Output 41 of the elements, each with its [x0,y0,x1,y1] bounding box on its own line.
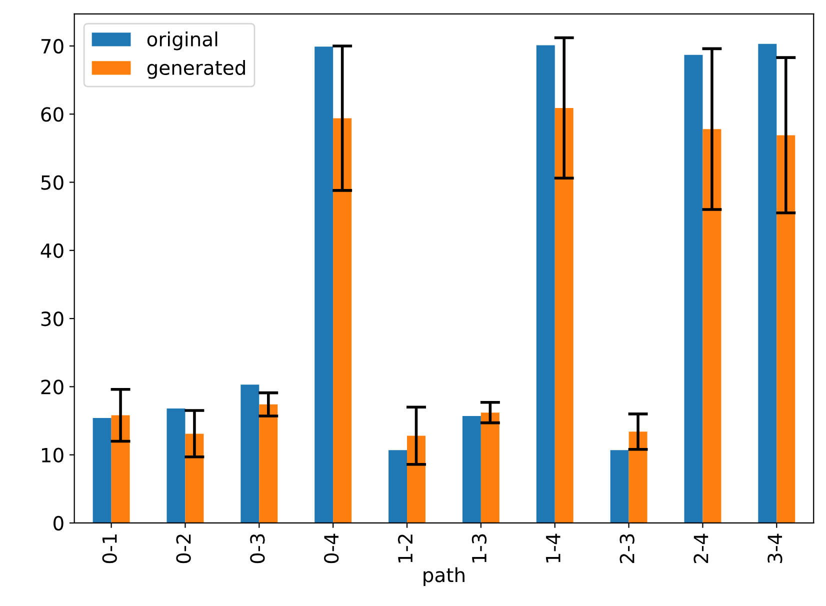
bar [628,432,648,523]
y-tick-label: 60 [41,107,64,122]
bar [92,418,112,523]
x-axis-title: path [424,567,464,586]
x-tick-label: 0-1 [102,534,117,564]
bar [407,436,426,523]
legend-label: generated [147,60,245,79]
bar [462,416,481,523]
bar [314,46,334,523]
x-tick-label: 0-3 [250,534,265,564]
bar [702,129,722,523]
bar [111,415,130,523]
bar [185,434,204,523]
bar [554,108,574,523]
y-tick-label: 50 [41,175,64,190]
legend-label: original [147,31,218,50]
bar [758,44,777,523]
bar [480,412,500,523]
x-tick-label: 0-4 [324,534,339,564]
bar [259,404,278,523]
bar [388,450,408,523]
x-tick-label: 2-4 [694,534,708,564]
y-tick-label: 20 [41,380,64,394]
bar [333,118,352,523]
x-tick-label: 2-3 [620,534,634,564]
x-tick-label: 1-3 [472,534,487,562]
bar [166,408,186,523]
bar [536,45,555,523]
bar [684,54,703,523]
y-tick-label: 30 [41,312,64,326]
x-tick-label: 0-2 [176,534,191,564]
x-tick-label: 1-4 [546,534,560,562]
bar [776,135,796,523]
y-tick-label: 10 [42,448,64,462]
x-tick-label: 1-2 [398,534,412,562]
y-tick-label: 40 [40,243,64,258]
bar [240,384,260,523]
x-tick-label: 3-4 [768,534,782,563]
y-tick-label: 0 [54,516,64,531]
bar [610,450,629,523]
y-tick-label: 70 [41,38,64,54]
